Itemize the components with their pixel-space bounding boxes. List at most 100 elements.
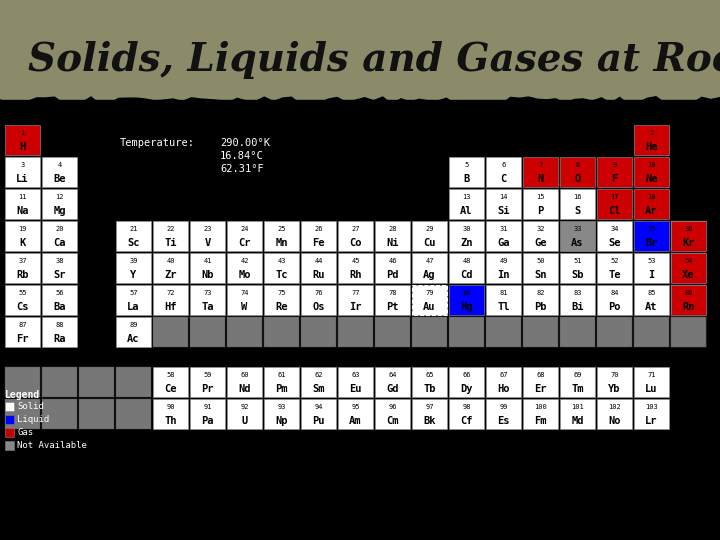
Bar — [671, 317, 706, 347]
Bar — [190, 253, 225, 283]
Text: Sr: Sr — [53, 269, 66, 280]
Text: 54: 54 — [684, 259, 693, 265]
Text: 7: 7 — [539, 163, 543, 168]
Text: Mo: Mo — [238, 269, 251, 280]
Bar — [0, 100, 720, 540]
Bar — [597, 253, 632, 283]
Bar — [79, 399, 114, 429]
Text: Os: Os — [312, 302, 325, 312]
Text: 102: 102 — [608, 404, 621, 410]
Bar — [523, 189, 558, 219]
Text: Not Available: Not Available — [17, 441, 87, 450]
Text: 79: 79 — [426, 291, 433, 296]
Text: Bi: Bi — [571, 302, 584, 312]
Text: Zn: Zn — [460, 238, 473, 248]
Text: 99: 99 — [499, 404, 508, 410]
Bar — [264, 253, 299, 283]
Bar — [634, 221, 669, 251]
Text: Cd: Cd — [460, 269, 473, 280]
Text: Eu: Eu — [349, 383, 361, 394]
Bar — [560, 157, 595, 187]
Text: F: F — [611, 173, 618, 184]
Text: 67: 67 — [499, 373, 508, 379]
Bar — [671, 285, 706, 315]
Text: 20: 20 — [55, 226, 64, 232]
Bar — [5, 441, 14, 450]
Bar — [523, 253, 558, 283]
Bar — [634, 367, 669, 397]
Bar — [190, 221, 225, 251]
Text: Solid: Solid — [17, 402, 44, 411]
Text: B: B — [464, 173, 469, 184]
Text: Nb: Nb — [202, 269, 214, 280]
Text: No: No — [608, 416, 621, 426]
Text: 26: 26 — [314, 226, 323, 232]
Bar — [449, 253, 484, 283]
Text: Pt: Pt — [386, 302, 399, 312]
Text: O: O — [575, 173, 580, 184]
Bar — [486, 189, 521, 219]
Text: Tc: Tc — [275, 269, 288, 280]
Bar — [190, 399, 225, 429]
Bar — [486, 367, 521, 397]
Text: 52: 52 — [611, 259, 618, 265]
Text: 17: 17 — [611, 194, 618, 200]
Text: 39: 39 — [130, 259, 138, 265]
Bar — [560, 285, 595, 315]
Text: 63: 63 — [351, 373, 360, 379]
Bar — [264, 221, 299, 251]
Bar — [486, 157, 521, 187]
Bar — [153, 285, 188, 315]
Bar — [597, 317, 632, 347]
Text: Sn: Sn — [534, 269, 546, 280]
Text: 13: 13 — [462, 194, 471, 200]
Text: 27: 27 — [351, 226, 360, 232]
Text: 16.84°C: 16.84°C — [220, 151, 264, 161]
Text: Cm: Cm — [386, 416, 399, 426]
Text: Er: Er — [534, 383, 546, 394]
Text: Dy: Dy — [460, 383, 473, 394]
Bar — [449, 189, 484, 219]
Text: Li: Li — [17, 173, 29, 184]
Text: 45: 45 — [351, 259, 360, 265]
Text: 85: 85 — [647, 291, 656, 296]
Bar — [449, 367, 484, 397]
Bar — [671, 253, 706, 283]
Bar — [42, 189, 77, 219]
Text: 97: 97 — [426, 404, 433, 410]
Text: 75: 75 — [277, 291, 286, 296]
Bar — [42, 317, 77, 347]
Text: He: He — [645, 141, 658, 152]
Bar — [301, 367, 336, 397]
Bar — [560, 367, 595, 397]
Bar — [116, 253, 151, 283]
Text: 62: 62 — [314, 373, 323, 379]
Bar — [412, 221, 447, 251]
Text: 35: 35 — [647, 226, 656, 232]
Text: La: La — [127, 302, 140, 312]
Text: 51: 51 — [573, 259, 582, 265]
Text: U: U — [241, 416, 248, 426]
Text: 44: 44 — [314, 259, 323, 265]
Text: 64: 64 — [388, 373, 397, 379]
Text: 73: 73 — [203, 291, 212, 296]
Text: Temperature:: Temperature: — [120, 138, 195, 148]
Text: 71: 71 — [647, 373, 656, 379]
Text: Sb: Sb — [571, 269, 584, 280]
Bar — [449, 317, 484, 347]
Bar — [671, 221, 706, 251]
Bar — [338, 399, 373, 429]
Text: Pm: Pm — [275, 383, 288, 394]
Text: 82: 82 — [536, 291, 545, 296]
Text: 83: 83 — [573, 291, 582, 296]
Text: 14: 14 — [499, 194, 508, 200]
Text: S: S — [575, 206, 580, 215]
Text: Fm: Fm — [534, 416, 546, 426]
Text: Na: Na — [17, 206, 29, 215]
Text: 5: 5 — [464, 163, 469, 168]
Text: Solids, Liquids and Gases at Room Temp: Solids, Liquids and Gases at Room Temp — [28, 41, 720, 79]
Text: 93: 93 — [277, 404, 286, 410]
Text: Cf: Cf — [460, 416, 473, 426]
Text: 50: 50 — [536, 259, 545, 265]
Bar — [190, 367, 225, 397]
